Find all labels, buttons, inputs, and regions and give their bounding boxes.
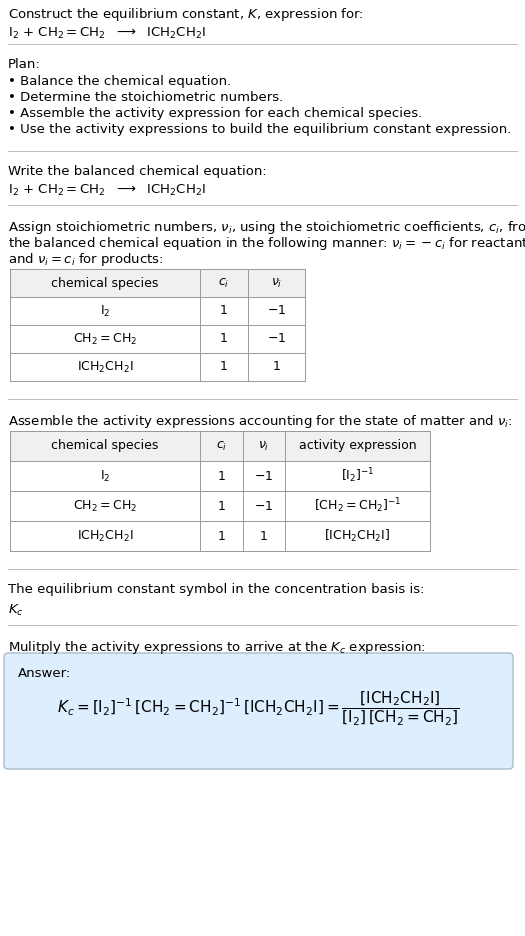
Text: 1: 1	[217, 470, 225, 482]
Bar	[10, 431, 430, 461]
Text: 1: 1	[220, 360, 228, 373]
Text: $K_c = [\mathrm{I_2}]^{-1}\,[\mathrm{CH_2{=}CH_2}]^{-1}\,[\mathrm{ICH_2CH_2I}]$$: $K_c = [\mathrm{I_2}]^{-1}\,[\mathrm{CH_…	[57, 690, 459, 728]
Text: $\nu_i$: $\nu_i$	[271, 276, 282, 289]
Text: $\mathrm{I_2}$: $\mathrm{I_2}$	[100, 303, 110, 318]
Text: $-1$: $-1$	[267, 304, 286, 317]
Text: $\mathrm{CH_2{=}CH_2}$: $\mathrm{CH_2{=}CH_2}$	[73, 331, 137, 346]
Text: $[\mathrm{ICH_2CH_2I}]$: $[\mathrm{ICH_2CH_2I}]$	[324, 528, 391, 544]
Text: 1: 1	[220, 332, 228, 345]
Text: Assign stoichiometric numbers, $\nu_i$, using the stoichiometric coefficients, $: Assign stoichiometric numbers, $\nu_i$, …	[8, 219, 525, 236]
Text: $\mathrm{ICH_2CH_2I}$: $\mathrm{ICH_2CH_2I}$	[77, 359, 133, 374]
Text: $\mathrm{I_2}$ + $\mathrm{CH_2{=}CH_2}$  $\longrightarrow$  $\mathrm{ICH_2CH_2I}: $\mathrm{I_2}$ + $\mathrm{CH_2{=}CH_2}$ …	[8, 183, 206, 198]
Text: • Assemble the activity expression for each chemical species.: • Assemble the activity expression for e…	[8, 107, 422, 120]
Text: 1: 1	[220, 304, 228, 317]
Text: chemical species: chemical species	[51, 276, 159, 289]
Text: chemical species: chemical species	[51, 440, 159, 452]
Text: Answer:: Answer:	[18, 667, 71, 680]
Text: 1: 1	[272, 360, 280, 373]
Text: $-1$: $-1$	[267, 332, 286, 345]
Text: activity expression: activity expression	[299, 440, 416, 452]
Text: $\mathrm{CH_2{=}CH_2}$: $\mathrm{CH_2{=}CH_2}$	[73, 499, 137, 514]
Bar	[10, 269, 305, 297]
Text: $\mathrm{I_2}$ + $\mathrm{CH_2{=}CH_2}$  $\longrightarrow$  $\mathrm{ICH_2CH_2I}: $\mathrm{I_2}$ + $\mathrm{CH_2{=}CH_2}$ …	[8, 26, 206, 41]
Text: $c_i$: $c_i$	[218, 276, 229, 289]
Text: • Use the activity expressions to build the equilibrium constant expression.: • Use the activity expressions to build …	[8, 123, 511, 136]
FancyBboxPatch shape	[4, 653, 513, 769]
Text: Write the balanced chemical equation:: Write the balanced chemical equation:	[8, 165, 267, 178]
Text: • Balance the chemical equation.: • Balance the chemical equation.	[8, 75, 231, 88]
Text: The equilibrium constant symbol in the concentration basis is:: The equilibrium constant symbol in the c…	[8, 583, 425, 596]
Text: 1: 1	[217, 530, 225, 543]
Text: $-1$: $-1$	[255, 470, 274, 482]
Text: 1: 1	[217, 500, 225, 513]
Text: Construct the equilibrium constant, $K$, expression for:: Construct the equilibrium constant, $K$,…	[8, 6, 364, 23]
Text: 1: 1	[260, 530, 268, 543]
Text: Mulitply the activity expressions to arrive at the $K_c$ expression:: Mulitply the activity expressions to arr…	[8, 639, 426, 656]
Text: $\mathrm{ICH_2CH_2I}$: $\mathrm{ICH_2CH_2I}$	[77, 529, 133, 544]
Text: Assemble the activity expressions accounting for the state of matter and $\nu_i$: Assemble the activity expressions accoun…	[8, 413, 513, 430]
Text: $-1$: $-1$	[255, 500, 274, 513]
Text: $[\mathrm{I_2}]^{-1}$: $[\mathrm{I_2}]^{-1}$	[341, 467, 374, 486]
Text: $c_i$: $c_i$	[216, 439, 227, 452]
Text: $[\mathrm{CH_2{=}CH_2}]^{-1}$: $[\mathrm{CH_2{=}CH_2}]^{-1}$	[314, 497, 401, 516]
Text: Plan:: Plan:	[8, 58, 41, 71]
Text: $K_c$: $K_c$	[8, 603, 24, 618]
Text: and $\nu_i = c_i$ for products:: and $\nu_i = c_i$ for products:	[8, 251, 164, 268]
Text: • Determine the stoichiometric numbers.: • Determine the stoichiometric numbers.	[8, 91, 284, 104]
Text: the balanced chemical equation in the following manner: $\nu_i = -c_i$ for react: the balanced chemical equation in the fo…	[8, 235, 525, 252]
Text: $\nu_i$: $\nu_i$	[258, 439, 270, 452]
Text: $\mathrm{I_2}$: $\mathrm{I_2}$	[100, 468, 110, 484]
